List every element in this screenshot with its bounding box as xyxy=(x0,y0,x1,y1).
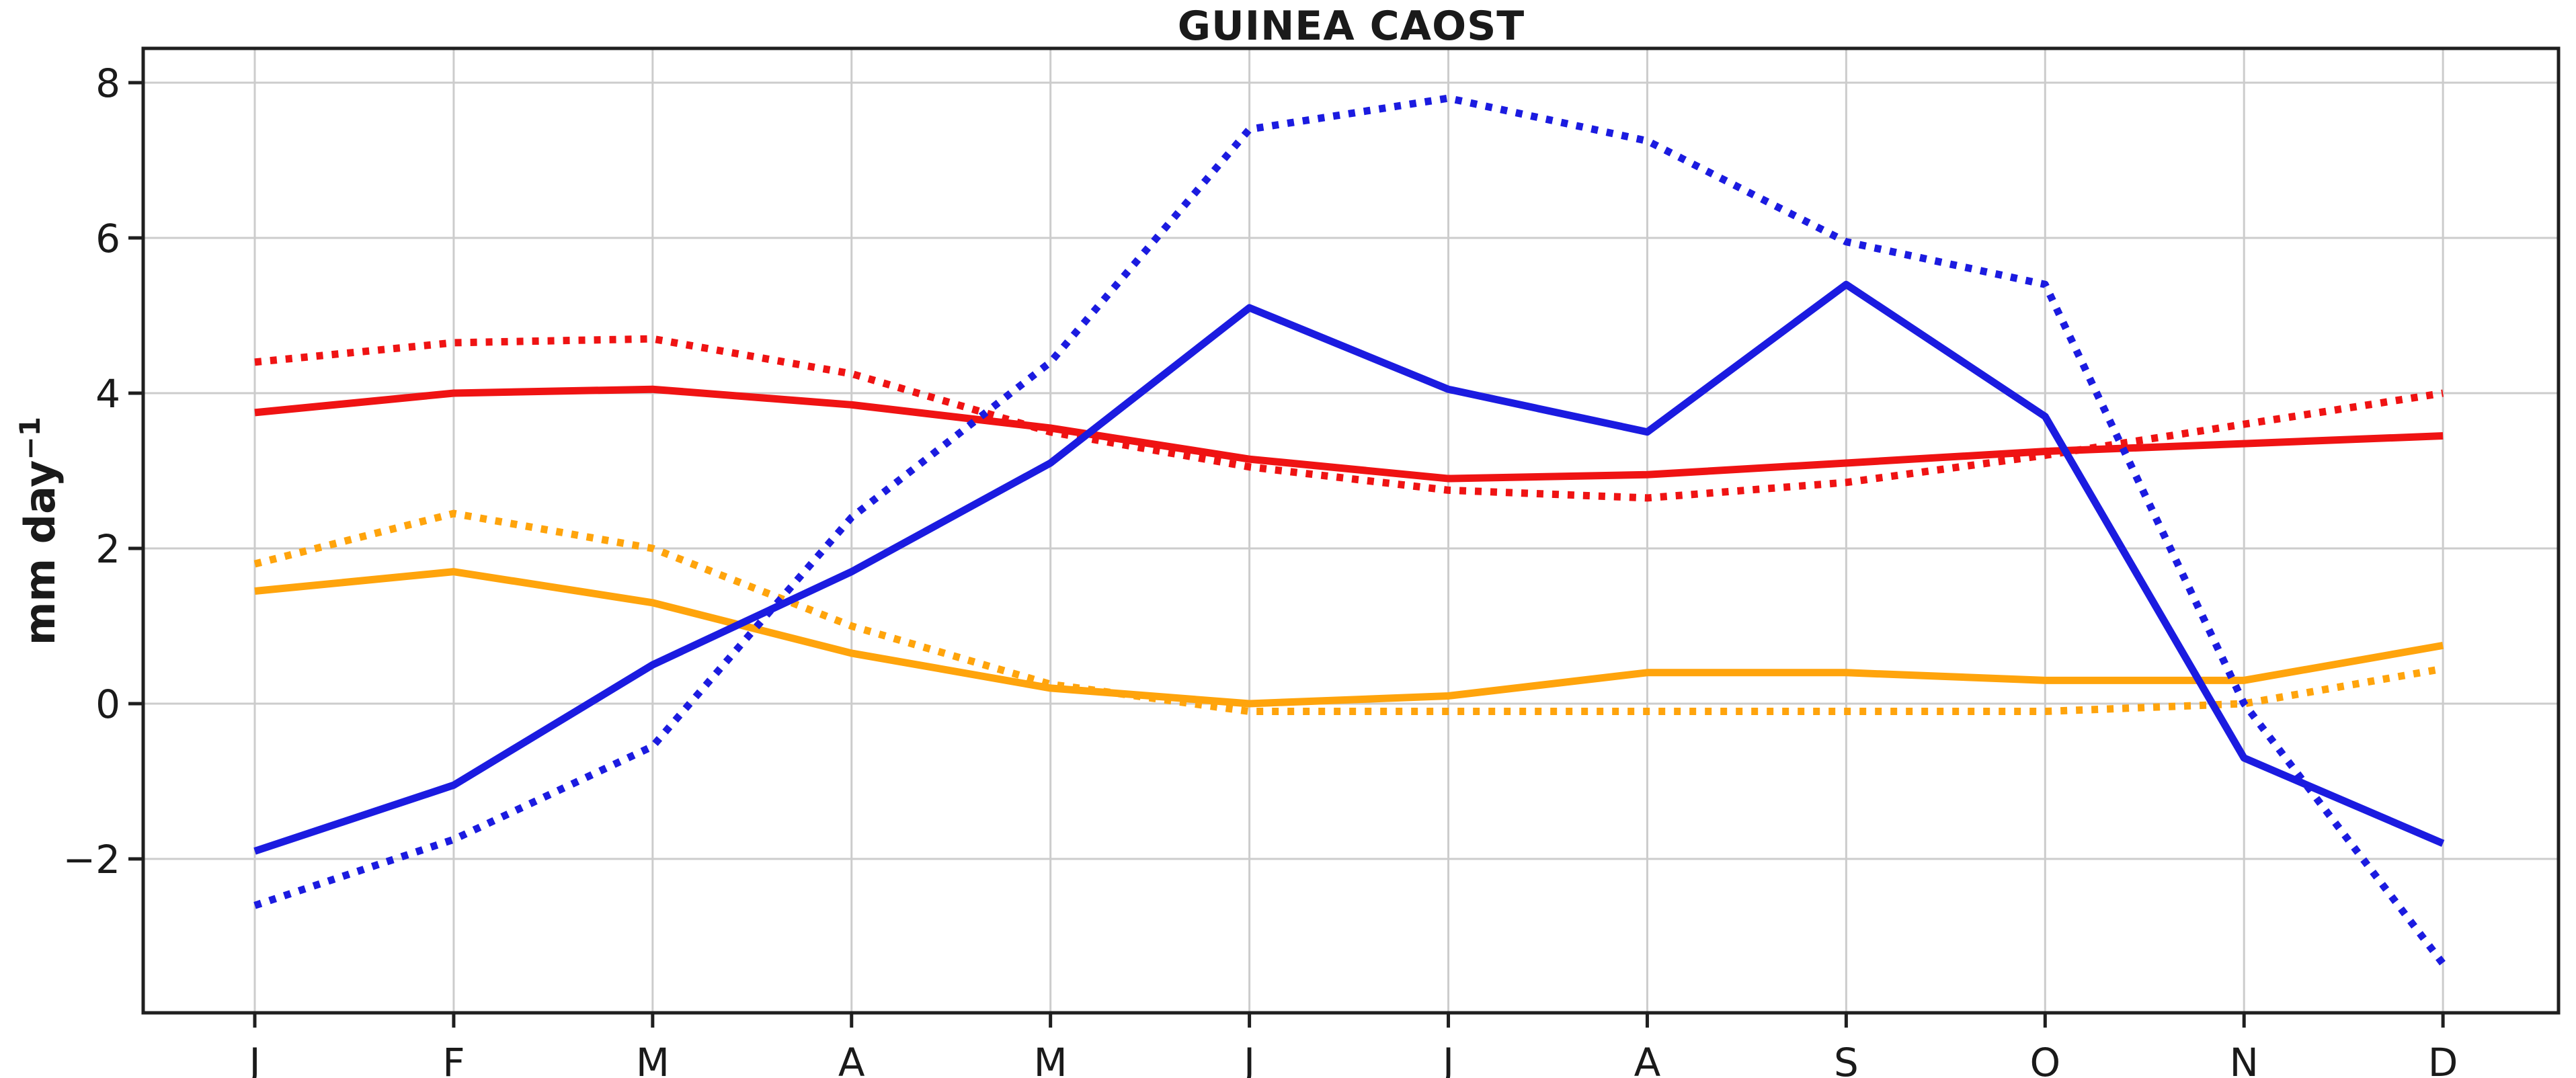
y-tick-label: 2 xyxy=(95,526,120,572)
y-tick-label: 0 xyxy=(95,681,120,727)
y-tick-label: −2 xyxy=(63,837,121,882)
series-line-blue-solid xyxy=(253,280,2445,855)
y-tick-label: 4 xyxy=(95,371,120,417)
series-line-orange-dotted xyxy=(253,509,2444,716)
series-line-blue-dotted xyxy=(253,94,2446,966)
plot-frame xyxy=(141,46,2561,1015)
y-axis-label: mm day−1 xyxy=(13,417,65,645)
x-tick-label: D xyxy=(2428,1040,2458,1078)
x-tick-label: F xyxy=(442,1040,465,1078)
x-tick-label: O xyxy=(2029,1040,2060,1078)
x-tick-label: J xyxy=(1242,1040,1255,1078)
x-tick-label: S xyxy=(1834,1040,1859,1078)
series-line-orange-solid xyxy=(254,568,2444,708)
y-tick-label: 8 xyxy=(95,60,120,106)
y-axis-label-text: mm day xyxy=(15,460,65,646)
x-tick-label: A xyxy=(1634,1040,1661,1078)
series-line-red-solid xyxy=(254,385,2444,483)
series-line-red-dotted xyxy=(254,335,2444,502)
x-tick-label: M xyxy=(1034,1040,1068,1078)
x-tick-label: J xyxy=(1441,1040,1454,1078)
x-tick-label: A xyxy=(838,1040,865,1078)
x-tick-label: J xyxy=(247,1040,260,1078)
x-tick-label: M xyxy=(636,1040,670,1078)
y-tick-label: 6 xyxy=(95,216,120,261)
x-tick-label: N xyxy=(2230,1040,2259,1078)
y-axis-label-exponent: −1 xyxy=(13,416,47,460)
chart-title: GUINEA CAOST xyxy=(1177,3,1525,50)
